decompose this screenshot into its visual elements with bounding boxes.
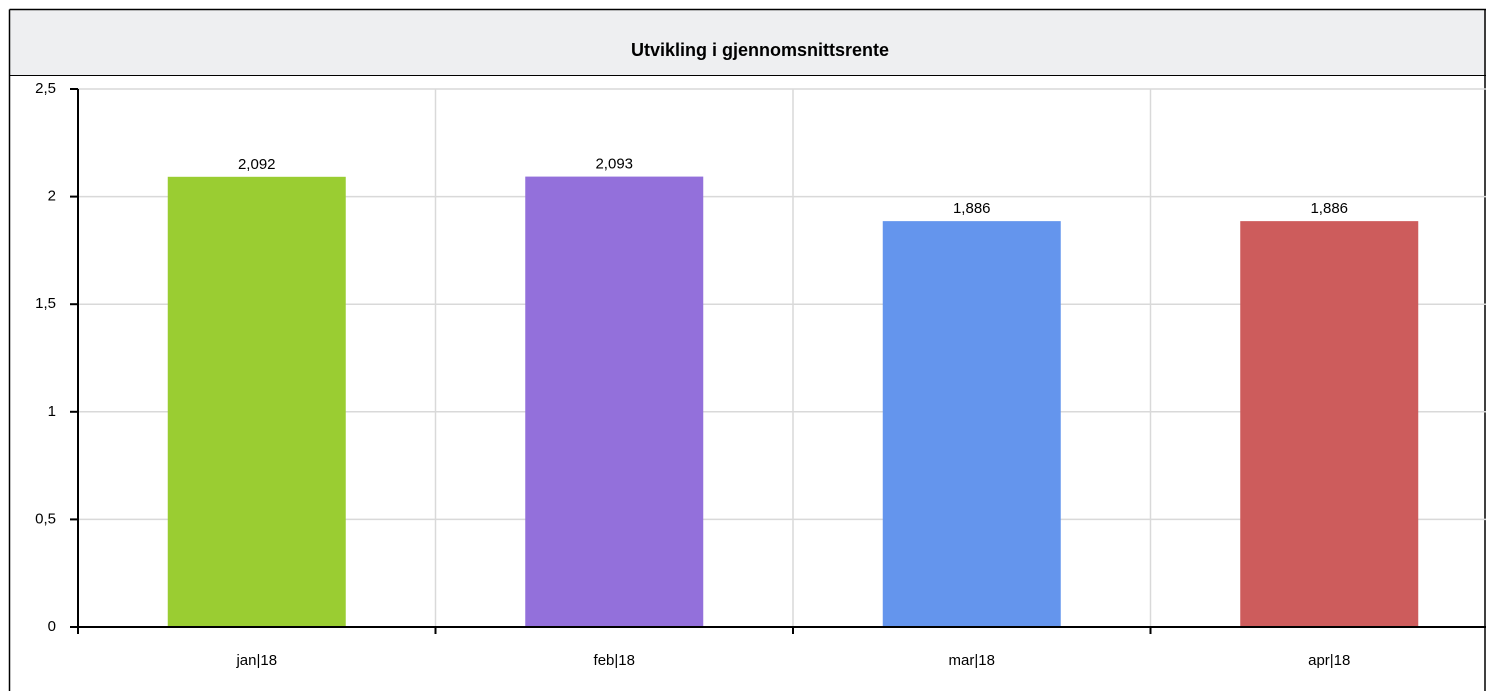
- title-bar: [10, 10, 1486, 75]
- chart-title: Utvikling i gjennomsnittsrente: [631, 40, 889, 60]
- x-tick-label: apr|18: [1308, 652, 1350, 669]
- y-tick-label: 2: [48, 188, 56, 205]
- bar: [1240, 221, 1419, 627]
- data-label: 1,886: [953, 200, 991, 217]
- data-label: 1,886: [1310, 200, 1348, 217]
- data-label: 2,093: [595, 156, 633, 173]
- x-tick-label: feb|18: [594, 652, 635, 669]
- y-tick-label: 2,5: [35, 80, 56, 97]
- y-tick-label: 1: [48, 403, 56, 420]
- x-tick-label: mar|18: [949, 652, 995, 669]
- bar: [167, 176, 346, 627]
- bar: [882, 221, 1061, 627]
- data-label: 2,092: [238, 156, 276, 173]
- y-tick-label: 0: [48, 618, 56, 635]
- x-tick-label: jan|18: [235, 652, 277, 669]
- y-tick-label: 1,5: [35, 295, 56, 312]
- bar: [525, 176, 704, 627]
- y-tick-label: 0,5: [35, 510, 56, 527]
